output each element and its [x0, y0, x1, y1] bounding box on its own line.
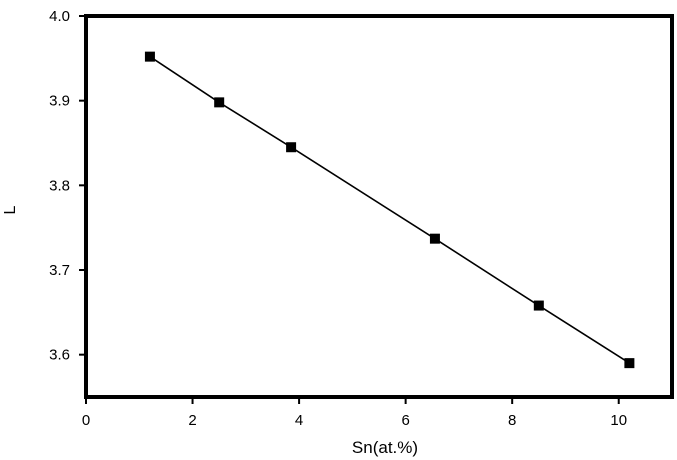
data-point: [214, 97, 225, 108]
y-tick-label: 3.6: [49, 347, 70, 364]
data-point: [429, 233, 440, 244]
data-point: [286, 142, 297, 153]
plot-border: [84, 14, 674, 399]
y-tick-label: 3.8: [49, 177, 70, 194]
x-tick-label: 0: [82, 412, 90, 429]
x-tick-label: 4: [295, 412, 303, 429]
x-tick-label: 8: [508, 412, 516, 429]
x-axis: 0 2 4 6 8 10: [82, 397, 627, 429]
data-point: [533, 300, 544, 311]
series-line: [149, 55, 630, 364]
y-axis-label: L: [2, 205, 19, 214]
x-axis-label: Sn(at.%): [352, 438, 418, 457]
y-axis: 3.6 3.7 3.8 3.9 4.0: [49, 8, 86, 364]
x-tick-label: 2: [188, 412, 196, 429]
data-point: [144, 51, 155, 62]
x-tick-label: 6: [401, 412, 409, 429]
x-tick-label: 10: [610, 412, 627, 429]
plot-frame: [84, 14, 674, 399]
series-layer: [144, 51, 635, 369]
y-tick-label: 4.0: [49, 8, 70, 25]
y-tick-label: 3.9: [49, 93, 70, 110]
y-tick-label: 3.7: [49, 262, 70, 279]
data-point: [624, 358, 635, 369]
